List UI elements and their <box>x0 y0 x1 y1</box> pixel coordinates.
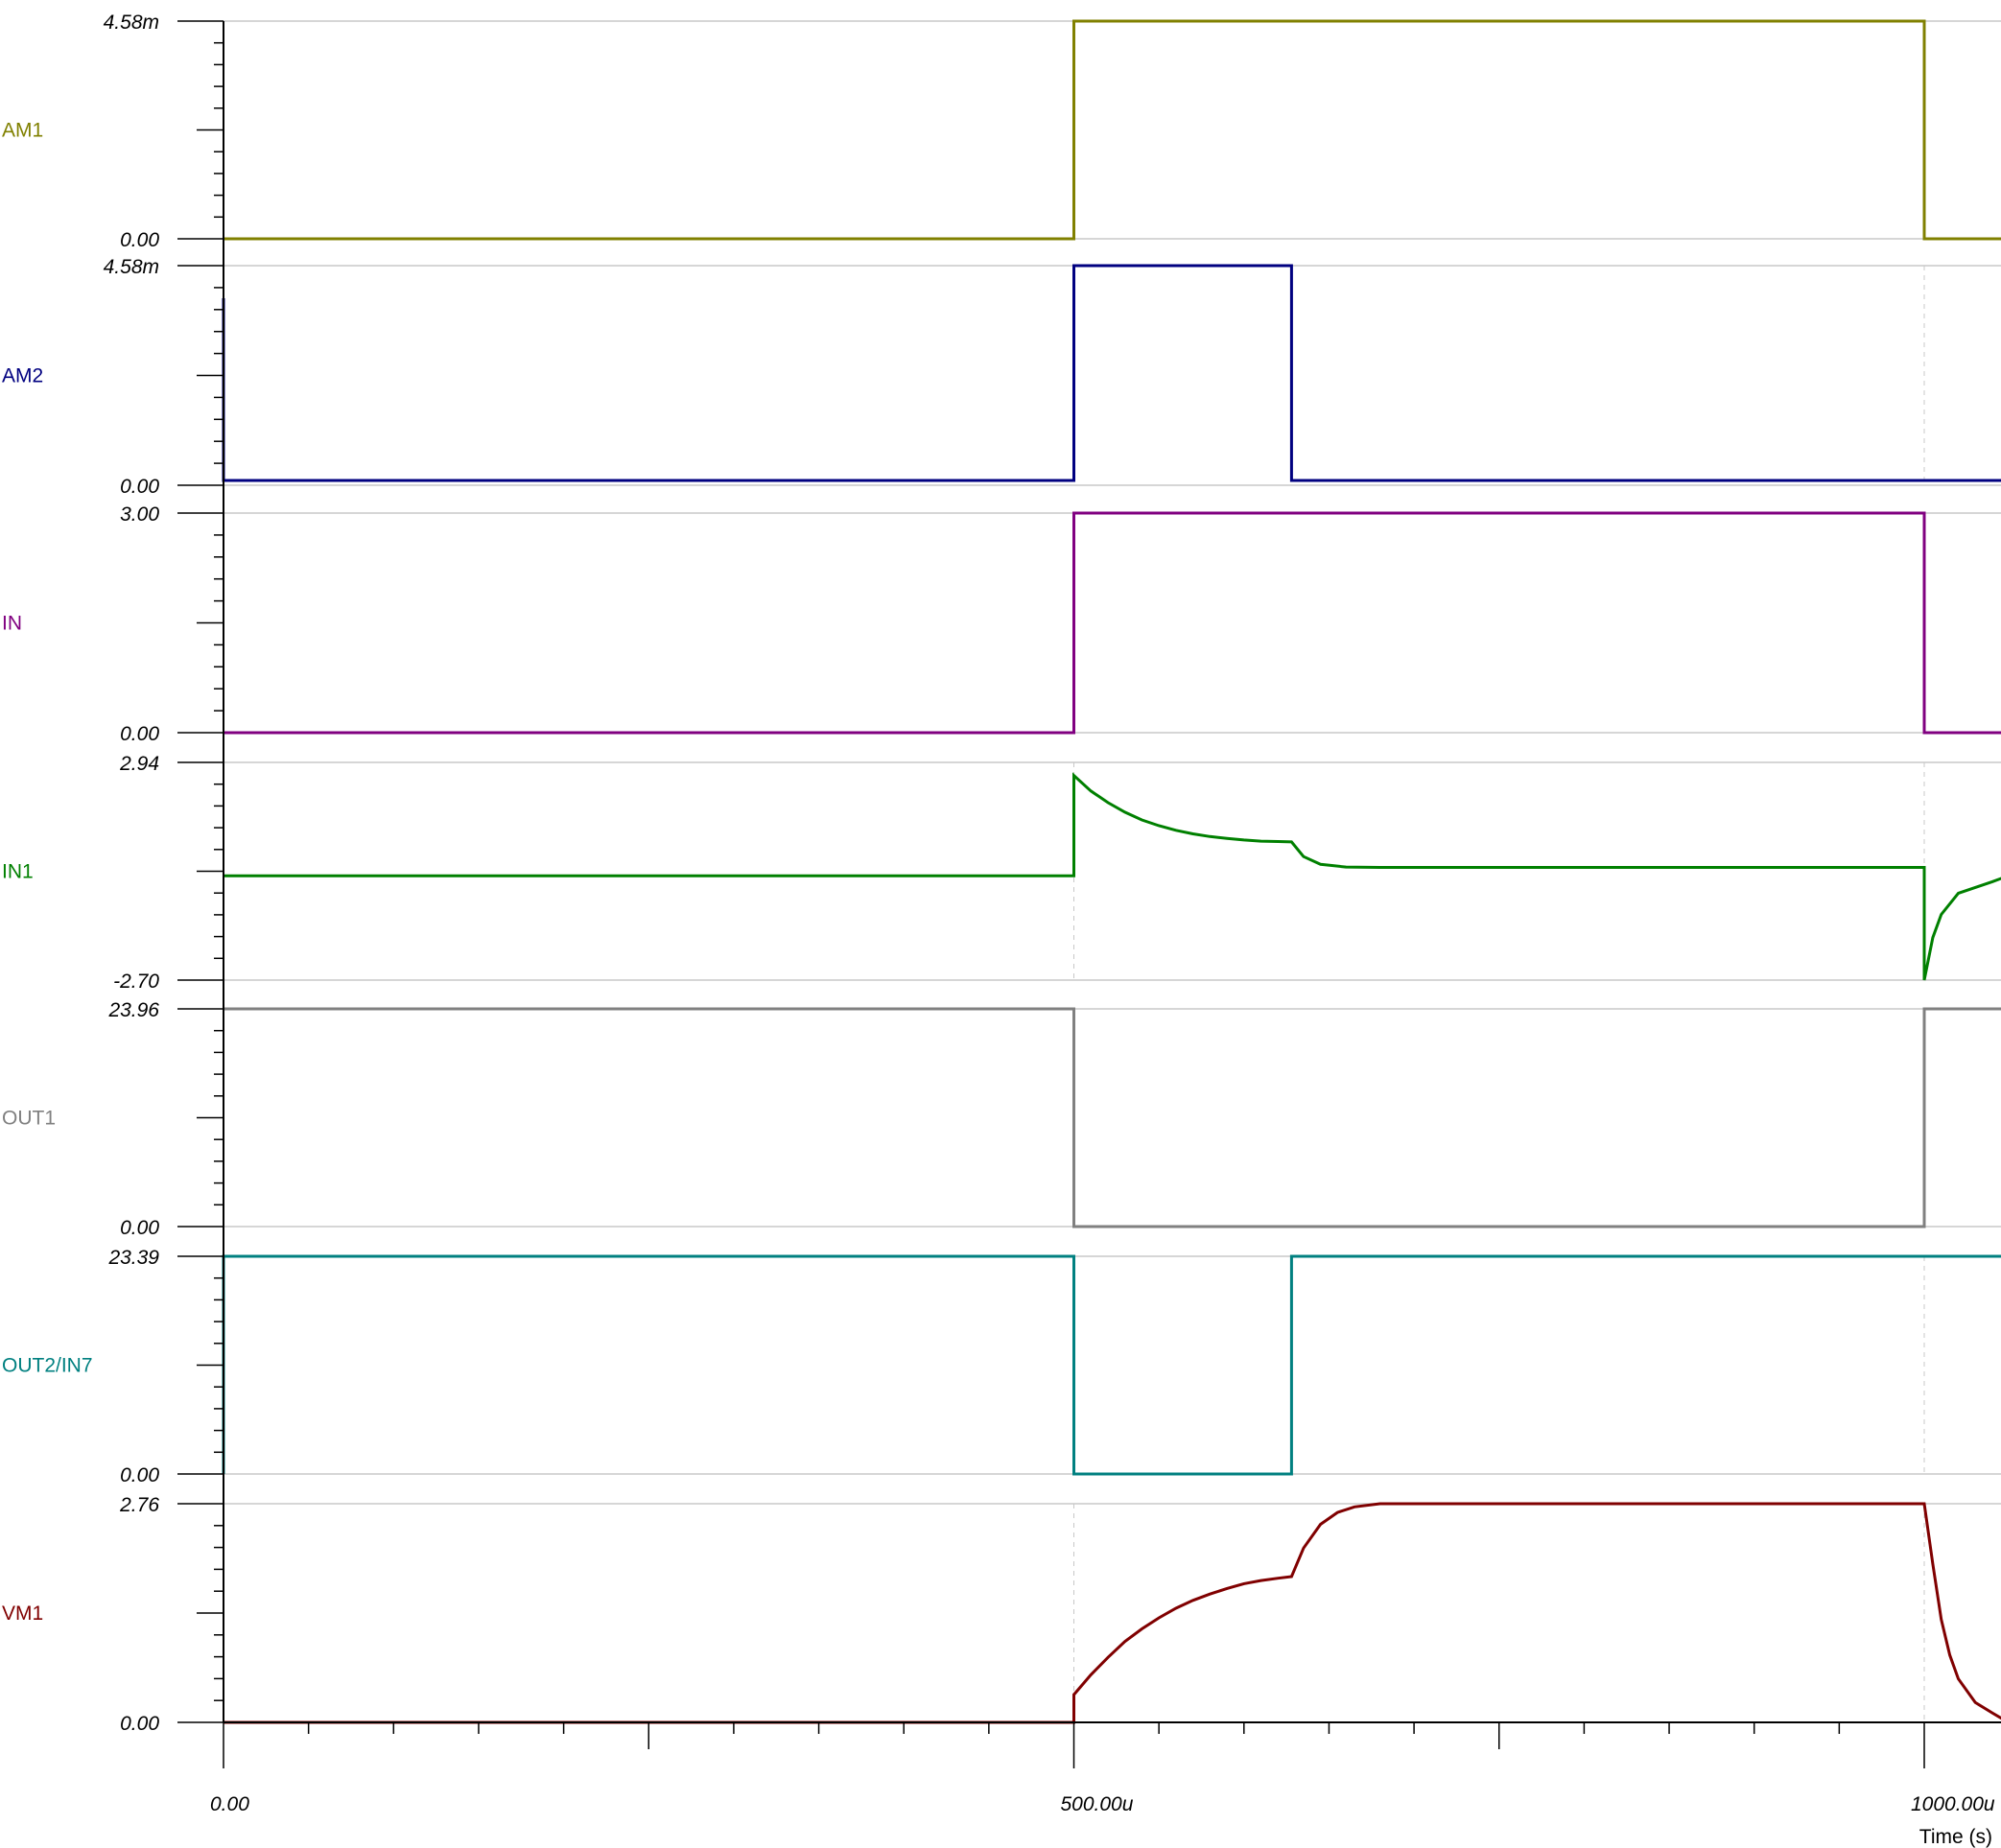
y-min-label: 0.00 <box>120 229 159 251</box>
y-max-label: 23.96 <box>107 999 159 1021</box>
labels: 4.58m 0.00 AM1 4.58m 0.00 AM2 3.00 0.00 IN 2.94 -2… <box>2 12 1995 1815</box>
trace-out2-in7 <box>222 1254 2001 1476</box>
trace-vm1 <box>224 1502 2001 1724</box>
y-min-label: 0.00 <box>120 476 159 498</box>
y-min-label: -2.70 <box>113 971 159 993</box>
trace-am1 <box>224 19 2001 241</box>
y-min-label: 0.00 <box>120 1713 159 1735</box>
y-min-label: 0.00 <box>120 723 159 745</box>
x-tick-label: 0.00 <box>210 1793 249 1815</box>
y-min-label: 0.00 <box>120 1217 159 1239</box>
x-axis-title: Time (s) <box>1919 1826 1992 1848</box>
trace-label: AM2 <box>2 365 43 387</box>
y-max-label: 4.58m <box>104 256 159 278</box>
y-max-label: 4.58m <box>104 12 159 34</box>
trace-in <box>224 511 2001 735</box>
trace-label: IN <box>2 613 22 635</box>
y-max-label: 2.76 <box>119 1494 159 1516</box>
trace-am2 <box>222 264 2001 482</box>
y-min-label: 0.00 <box>120 1464 159 1486</box>
x-tick-label: 1000.00u <box>1911 1793 1995 1815</box>
trace-label: VM1 <box>2 1602 43 1625</box>
trace-out1 <box>224 1007 2001 1228</box>
y-max-label: 23.39 <box>107 1247 159 1269</box>
y-max-label: 2.94 <box>119 753 159 775</box>
axes <box>177 20 2001 1768</box>
grid <box>224 20 2001 1722</box>
y-max-label: 3.00 <box>120 503 159 526</box>
trace-label: IN1 <box>2 861 34 883</box>
trace-label: OUT1 <box>2 1108 56 1130</box>
trace-label: AM1 <box>2 120 43 142</box>
traces <box>222 19 2001 1724</box>
x-tick-label: 500.00u <box>1061 1793 1134 1815</box>
trace-in1 <box>224 772 2001 981</box>
trace-label: OUT2/IN7 <box>2 1355 93 1377</box>
